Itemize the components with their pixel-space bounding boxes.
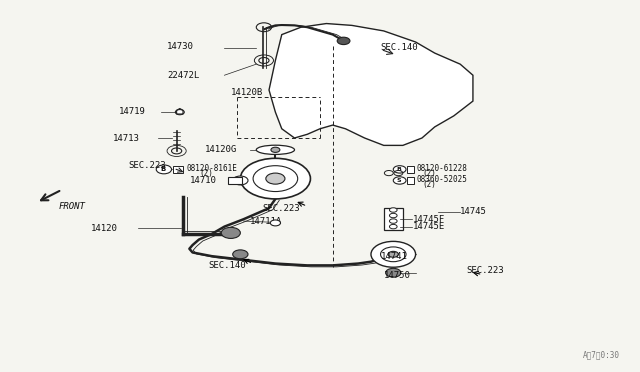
Text: B: B (396, 167, 401, 172)
Text: 22472L: 22472L (167, 71, 199, 80)
Circle shape (394, 177, 406, 184)
Circle shape (270, 220, 280, 226)
Text: (2): (2) (422, 169, 436, 178)
Text: 14730: 14730 (167, 42, 194, 51)
Text: FRONT: FRONT (59, 202, 86, 211)
Text: SEC.223: SEC.223 (129, 161, 166, 170)
Circle shape (241, 158, 310, 199)
Text: (2): (2) (422, 180, 436, 189)
Circle shape (156, 165, 172, 174)
Circle shape (390, 213, 397, 218)
Text: 14719: 14719 (119, 106, 146, 116)
Text: 14120B: 14120B (231, 89, 263, 97)
Text: 08120-8161E: 08120-8161E (186, 164, 237, 173)
Text: SEC.223: SEC.223 (262, 203, 300, 213)
Polygon shape (406, 177, 414, 184)
Circle shape (233, 176, 248, 185)
Polygon shape (173, 166, 183, 173)
Text: 08120-61228: 08120-61228 (417, 164, 468, 173)
Ellipse shape (256, 145, 294, 154)
Text: SEC.223: SEC.223 (467, 266, 504, 275)
Text: 08360-52025: 08360-52025 (417, 175, 468, 184)
Text: A・7・0:30: A・7・0:30 (582, 350, 620, 359)
Polygon shape (406, 166, 414, 173)
Text: 14745E: 14745E (412, 222, 445, 231)
Circle shape (337, 37, 350, 45)
Text: B: B (160, 166, 165, 172)
Text: SEC.140: SEC.140 (209, 261, 246, 270)
Circle shape (266, 173, 285, 184)
Text: 14711A: 14711A (250, 217, 282, 225)
Text: 14741: 14741 (381, 251, 408, 261)
Text: (2): (2) (199, 169, 213, 178)
Circle shape (390, 219, 397, 223)
Circle shape (233, 250, 248, 259)
Polygon shape (269, 23, 473, 145)
Text: 14745F: 14745F (412, 215, 445, 224)
Circle shape (271, 147, 280, 153)
Bar (228, 177, 242, 184)
Text: 14745: 14745 (460, 207, 487, 217)
Circle shape (386, 268, 401, 277)
Circle shape (394, 166, 406, 173)
Text: S: S (396, 178, 401, 183)
Circle shape (371, 241, 415, 267)
Text: 14713: 14713 (113, 134, 140, 142)
Text: SEC.140: SEC.140 (381, 43, 418, 52)
Circle shape (221, 227, 241, 238)
Text: 14710: 14710 (189, 176, 216, 185)
Polygon shape (177, 109, 183, 114)
Circle shape (390, 208, 397, 212)
Polygon shape (384, 208, 403, 230)
Circle shape (388, 251, 398, 257)
Text: 14120G: 14120G (205, 145, 237, 154)
Circle shape (390, 224, 397, 229)
Text: 14120: 14120 (91, 224, 118, 233)
Text: 14750: 14750 (384, 271, 411, 280)
